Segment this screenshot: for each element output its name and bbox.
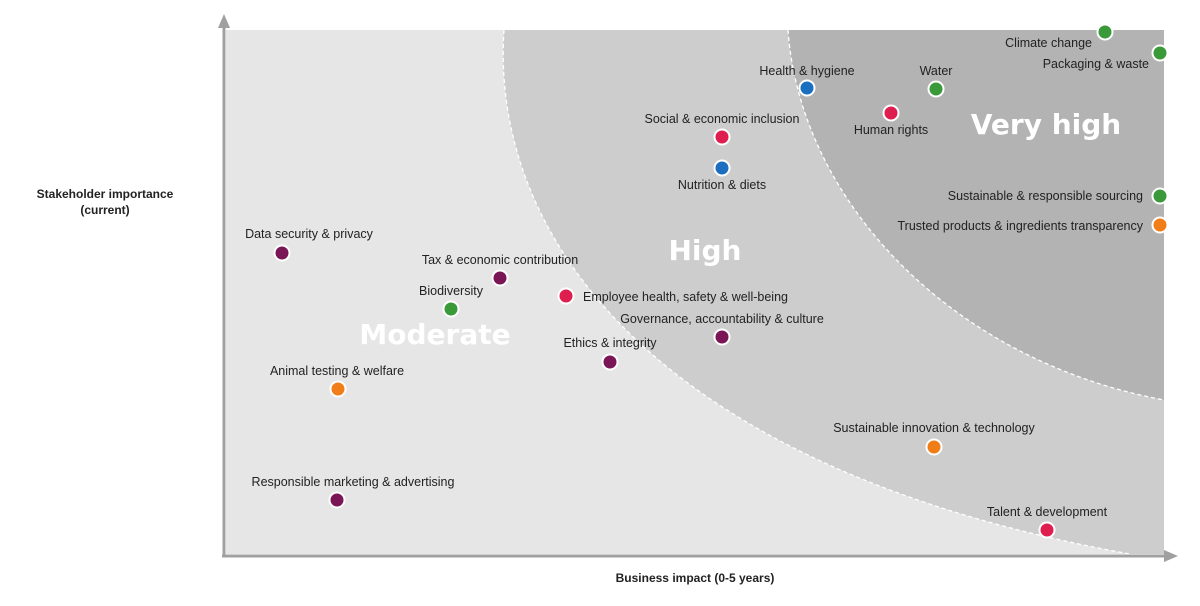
point-label-packaging-waste: Packaging & waste (1043, 57, 1149, 71)
point-employee-health-safety-well-being (557, 287, 575, 305)
point-tax-economic-contribution (491, 269, 509, 287)
point-label-responsible-marketing-advertising: Responsible marketing & advertising (252, 475, 455, 489)
point-nutrition-diets (713, 159, 731, 177)
zone-high-border (502, 30, 1131, 554)
zone-label-moderate: Moderate (359, 318, 510, 351)
point-social-economic-inclusion (713, 128, 731, 146)
point-label-animal-testing-welfare: Animal testing & welfare (270, 364, 404, 378)
zone-very-high-border (787, 30, 1164, 401)
point-label-water: Water (920, 64, 953, 78)
point-label-employee-health-safety-well-being: Employee health, safety & well-being (583, 290, 788, 304)
y-axis-title-line2: (current) (80, 203, 130, 217)
point-animal-testing-welfare (329, 380, 347, 398)
point-responsible-marketing-advertising (328, 491, 346, 509)
point-label-governance-accountability-culture: Governance, accountability & culture (620, 312, 824, 326)
y-axis-title-line1: Stakeholder importance (36, 187, 174, 201)
point-label-biodiversity: Biodiversity (419, 284, 484, 298)
point-sustainable-responsible-sourcing (1151, 187, 1169, 205)
x-axis-arrow (1164, 550, 1178, 562)
point-label-trusted-products-ingredients-transparency: Trusted products & ingredients transpare… (898, 219, 1144, 233)
y-axis-title: Stakeholder importance (current) (10, 186, 200, 218)
point-talent-development (1038, 521, 1056, 539)
point-label-human-rights: Human rights (854, 123, 928, 137)
point-biodiversity (442, 300, 460, 318)
point-governance-accountability-culture (713, 328, 731, 346)
zone-label-very-high: Very high (971, 108, 1121, 141)
zone-very-high (788, 30, 1164, 400)
y-axis-arrow (218, 14, 230, 28)
point-label-ethics-integrity: Ethics & integrity (563, 336, 657, 350)
point-label-sustainable-innovation-technology: Sustainable innovation & technology (833, 421, 1035, 435)
point-label-climate-change: Climate change (1005, 36, 1092, 50)
point-label-sustainable-responsible-sourcing: Sustainable & responsible sourcing (948, 189, 1143, 203)
point-label-talent-development: Talent & development (987, 505, 1108, 519)
point-water (927, 80, 945, 98)
point-data-security-privacy (273, 244, 291, 262)
point-sustainable-innovation-technology (925, 438, 943, 456)
zone-label-high: High (668, 234, 741, 267)
x-axis-title: Business impact (0-5 years) (615, 571, 775, 585)
point-climate-change (1096, 23, 1114, 41)
point-label-data-security-privacy: Data security & privacy (245, 227, 374, 241)
point-label-health-hygiene: Health & hygiene (759, 64, 854, 78)
points-layer: Climate change Packaging & waste Water Heal… (245, 23, 1169, 539)
point-label-tax-economic-contribution: Tax & economic contribution (422, 253, 578, 267)
point-trusted-products-ingredients-transparency (1151, 216, 1169, 234)
point-label-nutrition-diets: Nutrition & diets (678, 178, 766, 192)
point-health-hygiene (798, 79, 816, 97)
point-ethics-integrity (601, 353, 619, 371)
point-human-rights (882, 104, 900, 122)
point-packaging-waste (1151, 44, 1169, 62)
point-label-social-economic-inclusion: Social & economic inclusion (645, 112, 800, 126)
